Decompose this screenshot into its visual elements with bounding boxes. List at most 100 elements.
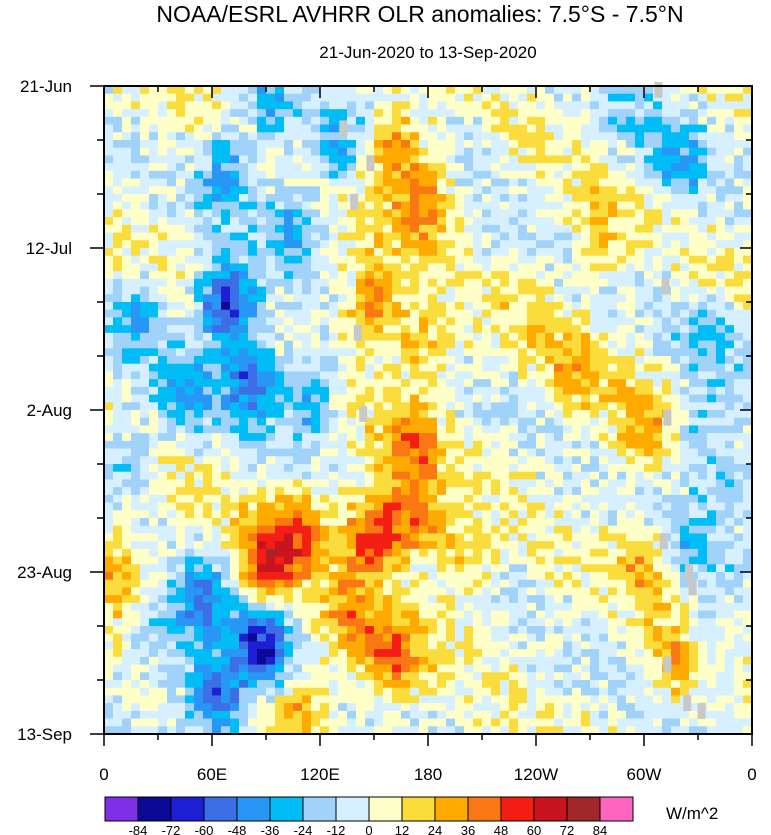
heatmap-cell	[716, 556, 726, 565]
heatmap-cell	[185, 278, 195, 288]
heatmap-cell	[419, 379, 429, 388]
heatmap-cell	[698, 533, 708, 542]
heatmap-cell	[644, 386, 654, 396]
heatmap-cell	[275, 433, 285, 442]
heatmap-cell	[509, 248, 519, 257]
heatmap-cell	[140, 464, 150, 473]
heatmap-cell	[293, 178, 303, 187]
heatmap-cell	[599, 356, 609, 365]
heatmap-cell	[509, 356, 519, 365]
heatmap-cell	[212, 379, 222, 388]
heatmap-cell	[608, 224, 618, 234]
heatmap-cell	[437, 371, 447, 380]
heatmap-cell	[707, 425, 717, 434]
heatmap-cell	[689, 255, 699, 265]
heatmap-cell	[329, 456, 339, 465]
heatmap-cell	[248, 263, 258, 272]
heatmap-cell	[707, 602, 717, 612]
heatmap-cell	[410, 325, 420, 334]
heatmap-cell	[347, 502, 357, 511]
heatmap-cell	[239, 356, 249, 365]
heatmap-cell	[581, 386, 591, 396]
heatmap-cell	[455, 433, 465, 442]
heatmap-cell	[689, 533, 699, 542]
heatmap-cell	[491, 340, 501, 349]
heatmap-cell	[428, 209, 438, 218]
heatmap-cell	[437, 271, 447, 280]
heatmap-cell	[284, 425, 294, 434]
heatmap-cell	[419, 363, 429, 373]
heatmap-cell	[275, 518, 285, 527]
heatmap-cell	[500, 170, 510, 180]
heatmap-cell	[599, 587, 609, 596]
heatmap-cell	[581, 93, 591, 103]
heatmap-cell	[311, 587, 321, 596]
heatmap-cell	[617, 209, 627, 218]
heatmap-cell	[662, 487, 672, 496]
heatmap-cell	[518, 147, 528, 157]
heatmap-cell	[563, 124, 573, 133]
heatmap-cell	[500, 371, 510, 380]
heatmap-cell	[149, 587, 159, 596]
heatmap-cell	[239, 201, 249, 211]
heatmap-cell	[500, 510, 510, 519]
heatmap-cell	[662, 271, 672, 280]
heatmap-cell	[257, 194, 267, 203]
heatmap-cell	[482, 379, 492, 388]
heatmap-cell	[644, 86, 654, 95]
heatmap-cell	[527, 410, 537, 419]
heatmap-cell	[392, 448, 402, 457]
heatmap-cell	[230, 309, 240, 319]
heatmap-cell	[734, 248, 744, 257]
heatmap-cell	[671, 525, 681, 535]
heatmap-cell	[653, 170, 663, 180]
heatmap-cell	[131, 232, 141, 241]
heatmap-cell	[221, 579, 231, 589]
heatmap-cell	[509, 124, 519, 133]
heatmap-cell	[590, 109, 600, 118]
heatmap-cell	[104, 417, 114, 427]
heatmap-cell	[698, 564, 708, 573]
heatmap-cell	[248, 518, 258, 527]
heatmap-cell	[653, 317, 663, 326]
heatmap-cell	[185, 587, 195, 596]
heatmap-cell	[455, 240, 465, 249]
heatmap-cell	[113, 479, 123, 488]
heatmap-cell	[590, 147, 600, 157]
heatmap-cell	[590, 332, 600, 342]
heatmap-cell	[464, 610, 474, 619]
heatmap-cell	[194, 224, 204, 234]
heatmap-cell	[293, 332, 303, 342]
heatmap-cell	[257, 340, 267, 349]
heatmap-cell	[266, 240, 276, 249]
heatmap-cell	[356, 278, 366, 288]
heatmap-cell	[644, 371, 654, 380]
heatmap-cell	[590, 170, 600, 180]
heatmap-cell	[257, 525, 267, 535]
heatmap-cell	[455, 371, 465, 380]
heatmap-cell	[473, 178, 483, 187]
heatmap-cell	[437, 325, 447, 334]
heatmap-cell	[329, 533, 339, 542]
heatmap-cell	[698, 572, 708, 581]
heatmap-cell	[194, 394, 204, 403]
heatmap-cell	[680, 379, 690, 388]
heatmap-cell	[320, 610, 330, 619]
heatmap-cell	[149, 610, 159, 619]
heatmap-cell	[311, 425, 321, 434]
heatmap-cell	[311, 494, 321, 504]
heatmap-cell	[608, 402, 618, 411]
heatmap-cell	[185, 224, 195, 234]
heatmap-cell	[122, 363, 132, 373]
heatmap-cell	[176, 302, 186, 311]
heatmap-cell	[275, 533, 285, 542]
heatmap-cell	[248, 440, 258, 450]
heatmap-cell	[473, 548, 483, 558]
heatmap-cell	[167, 147, 177, 157]
heatmap-cell	[293, 186, 303, 195]
heatmap-cell	[374, 510, 384, 519]
heatmap-cell	[266, 548, 276, 558]
heatmap-cell	[716, 572, 726, 581]
heatmap-cell	[563, 440, 573, 450]
heatmap-cell	[473, 356, 483, 365]
